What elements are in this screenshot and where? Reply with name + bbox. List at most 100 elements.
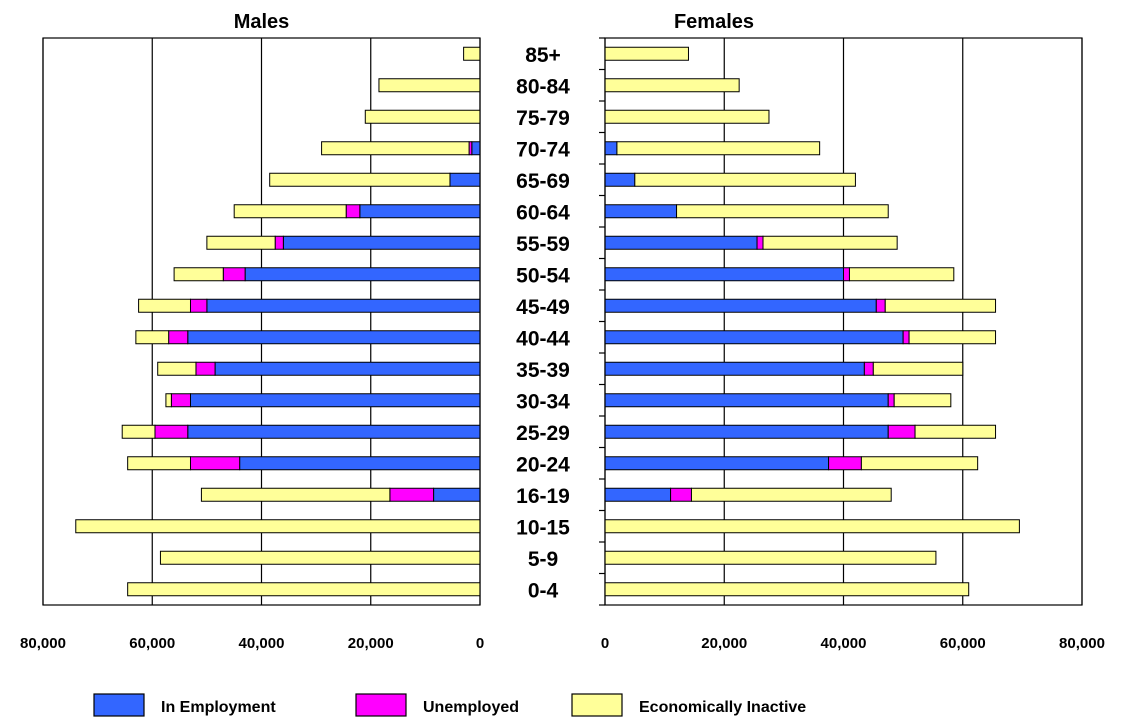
males-tick-label: 0	[476, 635, 484, 652]
males-bar	[471, 141, 481, 156]
males-bar	[233, 204, 347, 219]
age-labels: 85+ 80-84 75-79 70-74 65-69 60-64 55-59 50-54 45…	[516, 44, 570, 603]
females-bar	[604, 550, 937, 565]
females-bar	[604, 519, 1020, 534]
males-bar	[463, 46, 481, 61]
females-tick-label: 0	[601, 635, 609, 652]
males-bar	[345, 204, 361, 219]
males-bar	[189, 393, 481, 408]
males-bar	[127, 582, 481, 597]
males-bar	[121, 424, 156, 439]
females-bar	[887, 424, 916, 439]
females-bar	[634, 172, 856, 187]
age-label: 60-64	[516, 201, 570, 224]
females-bar	[604, 267, 844, 282]
males-bar	[206, 298, 481, 313]
females-bar	[756, 235, 764, 250]
age-label: 65-69	[516, 170, 570, 193]
males-bar	[244, 267, 481, 282]
age-label: 75-79	[516, 107, 570, 130]
females-bar	[884, 298, 997, 313]
males-bar	[187, 424, 481, 439]
males-bar	[222, 267, 246, 282]
females-bar	[604, 109, 770, 124]
panel-titles: Males Females	[234, 11, 754, 33]
females-bar	[604, 235, 758, 250]
females-bar	[670, 487, 692, 502]
females-bar	[860, 456, 979, 471]
females-bar	[872, 361, 964, 376]
males-bar	[433, 487, 481, 502]
legend-swatch	[93, 693, 145, 717]
males-tick-label: 20,000	[348, 635, 394, 652]
males-bar	[449, 172, 481, 187]
females-bar	[848, 267, 955, 282]
females-bar	[875, 298, 886, 313]
males-bar	[321, 141, 470, 156]
age-label: 45-49	[516, 296, 570, 319]
legend-swatch	[571, 693, 623, 717]
females-bar	[616, 141, 821, 156]
males-bar	[154, 424, 189, 439]
males-bar	[200, 487, 391, 502]
males-bar	[189, 456, 241, 471]
tick-labels: 80,000 60,000 40,000 20,000 0 0 20,000 40,000 60…	[20, 635, 1105, 652]
females-bar	[828, 456, 862, 471]
females-bar	[843, 267, 850, 282]
males-bar	[378, 78, 481, 93]
males-bar	[239, 456, 481, 471]
males-bar	[157, 361, 197, 376]
age-label: 85+	[525, 44, 561, 67]
age-label: 0-4	[528, 579, 559, 602]
males-plot-frame	[42, 37, 481, 606]
males-bar	[359, 204, 481, 219]
males-bar	[170, 393, 191, 408]
legend: In Employment Unemployed Economically Inac…	[93, 693, 806, 717]
males-bar	[206, 235, 276, 250]
males-bar	[127, 456, 191, 471]
males-bar	[138, 298, 191, 313]
females-bar	[604, 330, 904, 345]
age-label: 35-39	[516, 359, 570, 382]
age-label: 55-59	[516, 233, 570, 256]
females-bar	[604, 46, 689, 61]
females-bar	[690, 487, 892, 502]
females-bar	[604, 172, 636, 187]
age-label: 30-34	[516, 390, 570, 413]
males-bar	[195, 361, 216, 376]
females-bar	[604, 393, 889, 408]
females-tick-label: 40,000	[821, 635, 867, 652]
age-label: 25-29	[516, 422, 570, 445]
legend-label: In Employment	[161, 699, 276, 716]
axes	[42, 37, 1083, 606]
females-bar	[604, 141, 618, 156]
females-tick-label: 60,000	[940, 635, 986, 652]
females-bar	[604, 78, 740, 93]
males-bar	[159, 550, 481, 565]
males-panel-title: Males	[234, 11, 290, 33]
age-label: 10-15	[516, 516, 570, 539]
females-bar	[604, 582, 970, 597]
age-label: 5-9	[528, 548, 558, 571]
males-bar	[269, 172, 451, 187]
females-bar	[604, 298, 877, 313]
males-bar	[189, 298, 208, 313]
females-bar	[902, 330, 910, 345]
males-tick-label: 60,000	[129, 635, 175, 652]
females-bar	[604, 424, 889, 439]
males-tick-label: 40,000	[239, 635, 285, 652]
age-label: 80-84	[516, 75, 570, 98]
females-panel-title: Females	[674, 11, 754, 33]
legend-swatch	[355, 693, 407, 717]
females-bar	[893, 393, 952, 408]
females-bar	[604, 204, 678, 219]
age-label: 70-74	[516, 138, 570, 161]
legend-label: Economically Inactive	[639, 699, 806, 716]
females-bar	[604, 487, 672, 502]
males-bar	[274, 235, 284, 250]
females-bar	[604, 361, 865, 376]
age-label: 50-54	[516, 264, 570, 287]
females-bar	[914, 424, 997, 439]
males-bar	[75, 519, 481, 534]
